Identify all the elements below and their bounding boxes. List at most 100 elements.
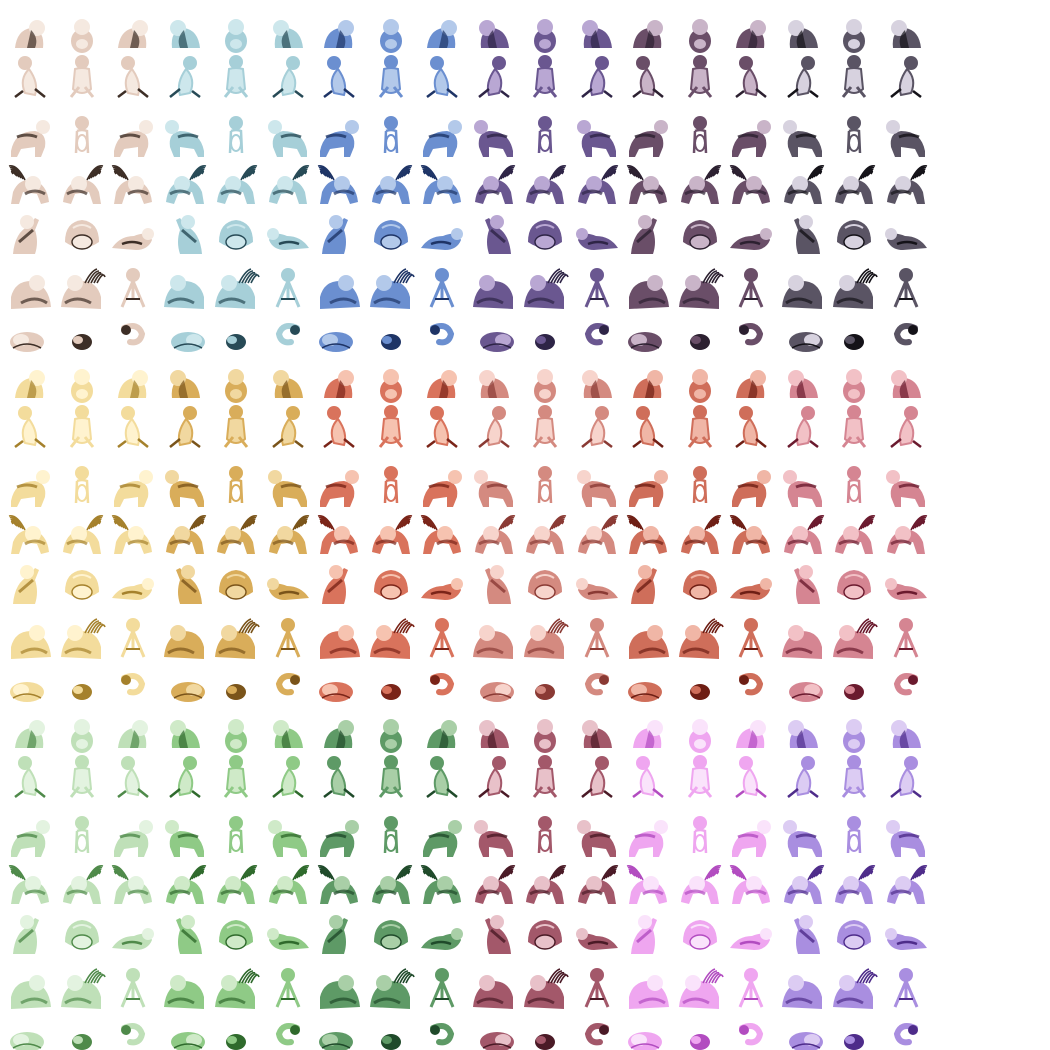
sprite-ochre-hunched-feeding-front: [211, 613, 261, 663]
creature-sprite: [890, 370, 921, 398]
sprite-bone-cream-hunched-feeding-three-quarter: [108, 263, 158, 313]
creature-sprite: [885, 470, 925, 507]
creature-sprite: [322, 915, 348, 954]
sprite-orchid-kneeling-rest-front: [675, 908, 725, 958]
sprite-bone-cream-curled-sleep-front: [57, 318, 107, 368]
creature-sprite: [70, 719, 93, 753]
creature-sprite: [323, 56, 355, 98]
creature-sprite: [165, 514, 206, 554]
creature-sprite: [835, 164, 876, 204]
sprite-ochre-lunging-attack-front: [211, 508, 261, 558]
sprite-butter-yellow-lunging-attack-side: [5, 508, 55, 558]
creature-sprite: [692, 816, 707, 854]
creature-sprite: [484, 215, 511, 254]
sprite-forest-kneeling-rest-side: [314, 908, 364, 958]
creature-sprite: [169, 370, 200, 398]
creature-sprite: [786, 756, 819, 798]
sprite-pale-teal-sitting-alert-side: [160, 53, 210, 103]
sprite-forest-curled-sleep-three-quarter: [417, 1018, 467, 1050]
sprite-slate-ink-kneeling-rest-three-quarter: [881, 208, 931, 258]
creature-sprite: [626, 514, 667, 554]
creature-sprite: [524, 618, 569, 659]
sprite-plum-grey-sitting-idle-side: [623, 8, 673, 58]
creature-sprite: [893, 673, 918, 696]
sprite-faded-rose-crouching-walk-side: [469, 463, 519, 513]
sprite-ochre-crouching-walk-three-quarter: [263, 463, 313, 513]
sprite-mint-crouching-walk-front: [57, 813, 107, 863]
creature-sprite: [429, 268, 455, 308]
sprite-bone-cream-sitting-alert-front: [57, 53, 107, 103]
sprite-plum-grey-lunging-attack-side: [623, 158, 673, 208]
sprite-forest-lunging-attack-three-quarter: [417, 858, 467, 908]
sprite-butter-yellow-lunging-attack-front: [57, 508, 107, 558]
sprite-plum-grey-kneeling-rest-side: [623, 208, 673, 258]
sprite-rust-sitting-alert-three-quarter: [417, 403, 467, 453]
creature-sprite: [373, 920, 408, 950]
sprite-dusk-violet-sitting-idle-side: [469, 8, 519, 58]
sprite-terracotta-lunging-attack-side: [623, 508, 673, 558]
creature-sprite: [472, 275, 513, 309]
sprite-terracotta-sitting-alert-front: [675, 403, 725, 453]
creature-sprite: [383, 466, 398, 504]
sprite-lavender-sitting-idle-front: [829, 708, 879, 758]
creature-sprite: [14, 56, 46, 98]
sprite-rust-kneeling-rest-three-quarter: [417, 558, 467, 608]
creature-sprite: [678, 268, 724, 309]
creature-sprite: [584, 673, 609, 696]
sprite-plum-grey-hunched-feeding-front: [675, 263, 725, 313]
creature-sprite: [228, 116, 244, 154]
creature-sprite: [164, 820, 204, 857]
sprite-lavender-curled-sleep-front: [829, 1018, 879, 1050]
creature-sprite: [215, 618, 260, 659]
creature-sprite: [272, 20, 303, 48]
sprite-wine-sitting-alert-three-quarter: [572, 753, 622, 803]
creature-sprite: [429, 968, 455, 1008]
creature-sprite: [680, 514, 721, 554]
creature-sprite: [474, 164, 515, 204]
creature-sprite: [884, 228, 927, 250]
sprite-dusk-violet-hunched-feeding-front: [520, 263, 570, 313]
sprite-blush-maroon-curled-sleep-side: [778, 668, 828, 718]
creature-sprite: [383, 116, 398, 154]
creature-sprite: [378, 405, 403, 448]
sprite-plum-grey-sitting-alert-three-quarter: [726, 53, 776, 103]
creature-sprite: [11, 470, 50, 507]
creature-sprite: [225, 19, 247, 53]
creature-sprite: [120, 618, 146, 658]
creature-sprite: [739, 1023, 764, 1046]
creature-sprite: [532, 405, 558, 448]
sprite-orchid-sitting-idle-three-quarter: [726, 708, 776, 758]
sprite-faded-rose-kneeling-rest-side: [469, 558, 519, 608]
creature-sprite: [688, 19, 711, 53]
sprite-plum-grey-sitting-idle-three-quarter: [726, 8, 776, 58]
sprite-terracotta-hunched-feeding-front: [675, 613, 725, 663]
creature-sprite: [64, 920, 99, 950]
sprite-slate-ink-kneeling-rest-front: [829, 208, 879, 258]
creature-sprite: [889, 756, 922, 798]
sprite-cobalt-crouching-walk-three-quarter: [417, 113, 467, 163]
creature-sprite: [844, 334, 864, 350]
sprite-faded-rose-curled-sleep-three-quarter: [572, 668, 622, 718]
creature-sprite: [736, 20, 766, 48]
sprite-dusk-violet-sitting-idle-three-quarter: [572, 8, 622, 58]
creature-sprite: [528, 920, 562, 950]
creature-sprite: [841, 755, 867, 798]
creature-sprite: [474, 514, 515, 554]
creature-sprite: [736, 720, 766, 748]
sprite-terracotta-sitting-idle-side: [623, 358, 673, 408]
sprite-cobalt-lunging-attack-three-quarter: [417, 158, 467, 208]
creature-sprite: [846, 466, 862, 504]
creature-sprite: [14, 406, 46, 448]
sprite-slate-ink-lunging-attack-side: [778, 158, 828, 208]
sprite-wine-sitting-alert-side: [469, 753, 519, 803]
sprite-butter-yellow-crouching-walk-three-quarter: [108, 463, 158, 513]
sprite-terracotta-lunging-attack-three-quarter: [726, 508, 776, 558]
sprite-blush-maroon-sitting-alert-front: [829, 403, 879, 453]
sprite-dusk-violet-lunging-attack-three-quarter: [572, 158, 622, 208]
sprite-lavender-lunging-attack-side: [778, 858, 828, 908]
creature-sprite: [217, 164, 258, 204]
creature-sprite: [626, 164, 667, 204]
creature-sprite: [886, 164, 927, 204]
creature-sprite: [844, 1034, 864, 1050]
sprite-blush-maroon-curled-sleep-three-quarter: [881, 668, 931, 718]
